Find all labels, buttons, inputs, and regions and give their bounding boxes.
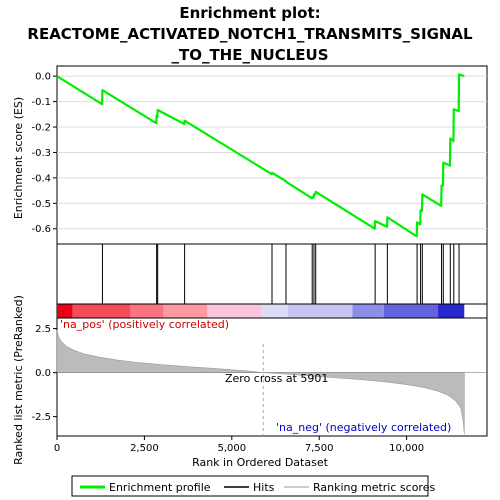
legend-profile-label: Enrichment profile — [109, 481, 211, 494]
legend-metric-label: Ranking metric scores — [313, 481, 435, 494]
rank-bar-segment — [207, 304, 262, 318]
title-line-1: Enrichment plot: — [179, 4, 320, 22]
rank-bar-segment — [287, 304, 353, 318]
enrichment-profile-layer — [56, 73, 465, 238]
rank-bar-segment — [72, 304, 131, 318]
es-tick-label: -0.5 — [31, 199, 51, 210]
rank-bar-segment — [130, 304, 164, 318]
es-tick-label: -0.2 — [31, 123, 51, 134]
ranked-metric-layer — [56, 330, 487, 436]
es-tick-label: -0.1 — [31, 97, 51, 108]
es-tick-label: -0.4 — [31, 173, 51, 184]
es-tick-label: -0.6 — [31, 224, 51, 235]
title-line-2: REACTOME_ACTIVATED_NOTCH1_TRANSMITS_SIGN… — [27, 25, 473, 43]
x-tick-label: 5,000 — [217, 443, 246, 454]
metric-tick-label: -2.5 — [31, 412, 51, 423]
zero-cross-label: Zero cross at 5901 — [225, 372, 328, 385]
rank-bar-segment — [261, 304, 288, 318]
legend: Enrichment profile Hits Ranking metric s… — [71, 475, 435, 497]
rank-bar-segment — [383, 304, 439, 318]
es-tick-label: -0.3 — [31, 148, 51, 159]
es-y-axis: 0.0 -0.1 -0.2 -0.3 -0.4 -0.5 -0.6 — [31, 72, 57, 235]
x-tick-label: 2,500 — [130, 443, 159, 454]
x-axis-label: Rank in Ordered Dataset — [192, 456, 329, 469]
x-axis: 0 2,500 5,000 7,500 10,000 — [54, 436, 424, 454]
es-tick-label: 0.0 — [35, 72, 51, 83]
rank-bar-segment — [57, 304, 73, 318]
title-line-3: _TO_THE_NUCLEUS — [171, 46, 328, 64]
es-y-axis-label: Enrichment score (ES) — [12, 97, 25, 219]
x-tick-label: 0 — [54, 443, 60, 454]
rank-bar-segment — [163, 304, 208, 318]
rank-bar-layer — [57, 304, 465, 318]
rank-bar-segment — [438, 304, 465, 318]
hits-layer — [101, 244, 460, 304]
x-tick-label: 7,500 — [305, 443, 334, 454]
es-panel-frame — [56, 65, 488, 245]
na-neg-label: 'na_neg' (negatively correlated) — [276, 421, 451, 434]
enrichment-profile-line — [56, 73, 465, 238]
metric-y-axis-label: Ranked list metric (PreRanked) — [12, 295, 25, 465]
legend-box — [71, 475, 429, 497]
metric-y-axis: 2.5 0.0 -2.5 — [31, 324, 57, 423]
x-tick-label: 10,000 — [389, 443, 424, 454]
metric-tick-label: 2.5 — [35, 324, 51, 335]
es-gridlines — [57, 75, 487, 230]
legend-hits-label: Hits — [253, 481, 275, 494]
ranked-metric-area — [56, 330, 465, 435]
na-pos-label: 'na_pos' (positively correlated) — [60, 318, 229, 331]
rank-bar-segment — [352, 304, 384, 318]
metric-tick-label: 0.0 — [35, 368, 51, 379]
